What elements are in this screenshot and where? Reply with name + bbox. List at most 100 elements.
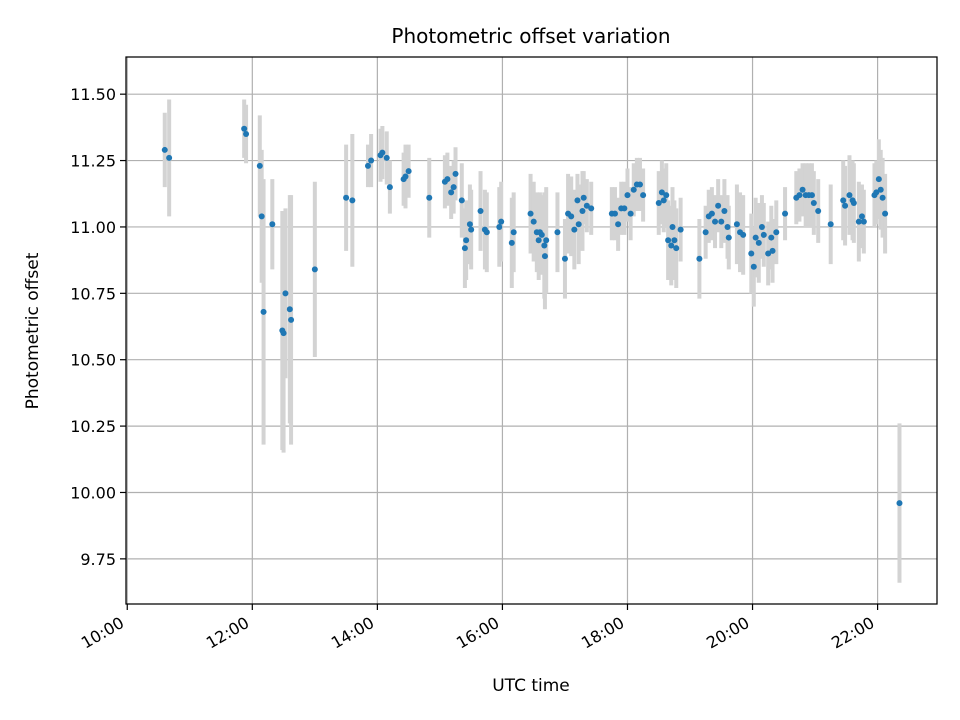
data-point: [733, 221, 740, 228]
data-point: [855, 218, 862, 225]
x-axis-ticks: 10:00 12:00 14:00 16:00 18:00 20:00 22:00: [78, 604, 879, 653]
data-point: [543, 237, 550, 244]
y-tick-label: 11.50: [70, 85, 116, 104]
data-point: [755, 239, 762, 246]
data-point: [815, 208, 822, 215]
x-tick-label: 16:00: [453, 613, 502, 653]
data-point: [580, 194, 587, 201]
y-tick-label: 11.25: [70, 152, 116, 171]
data-point: [444, 176, 451, 183]
data-point: [386, 184, 393, 191]
plot-frame: [125, 56, 938, 605]
data-point: [752, 234, 759, 241]
data-point: [574, 197, 581, 204]
y-axis-title: Photometric offset: [23, 252, 43, 409]
data-point: [483, 229, 490, 236]
data-point: [702, 229, 709, 236]
data-point: [161, 146, 168, 153]
data-point: [660, 197, 667, 204]
data-point: [611, 210, 618, 217]
data-point: [671, 237, 678, 244]
data-point: [535, 237, 542, 244]
data-point: [725, 234, 732, 241]
data-point: [621, 205, 628, 212]
data-point: [568, 213, 575, 220]
data-point: [383, 154, 390, 161]
y-axis-ticks: 9.75 10.00 10.25 10.50 10.75 11.00 11.25 11.50: [70, 85, 126, 569]
y-tick-label: 10.00: [70, 483, 116, 502]
data-point: [461, 245, 468, 252]
data-point: [256, 162, 263, 169]
data-point: [768, 234, 775, 241]
data-point: [554, 229, 561, 236]
data-point: [624, 192, 631, 199]
data-point: [696, 255, 703, 262]
data-point: [579, 208, 586, 215]
data-point: [241, 125, 248, 132]
data-point: [875, 176, 882, 183]
data-point: [402, 173, 409, 180]
data-points: [161, 125, 903, 507]
data-point: [466, 221, 473, 228]
data-point: [677, 226, 684, 233]
data-point: [773, 229, 780, 236]
data-point: [668, 242, 675, 249]
data-point: [721, 208, 728, 215]
error-bars: [162, 99, 902, 583]
data-point: [379, 149, 386, 156]
data-point: [426, 194, 433, 201]
data-point: [663, 192, 670, 199]
data-point: [450, 184, 457, 191]
data-point: [873, 189, 880, 196]
data-point: [498, 218, 505, 225]
data-point: [627, 210, 634, 217]
x-tick-label: 12:00: [203, 613, 252, 653]
data-point: [658, 189, 665, 196]
data-point: [748, 250, 755, 257]
data-point: [343, 194, 350, 201]
data-point: [718, 218, 725, 225]
data-point: [850, 200, 857, 207]
data-point: [842, 202, 849, 209]
data-point: [665, 237, 672, 244]
data-point: [405, 168, 412, 175]
data-point: [615, 221, 622, 228]
data-point: [458, 197, 465, 204]
data-point: [673, 245, 680, 252]
data-point: [508, 239, 515, 246]
x-tick-label: 20:00: [703, 613, 752, 653]
data-point: [588, 205, 595, 212]
data-point: [288, 316, 295, 323]
data-point: [364, 162, 371, 169]
data-point: [571, 226, 578, 233]
data-point: [896, 500, 903, 507]
data-point: [782, 210, 789, 217]
data-point: [760, 231, 767, 238]
data-point: [243, 131, 250, 138]
data-point: [882, 210, 889, 217]
data-point: [286, 306, 293, 313]
data-point: [260, 308, 267, 315]
data-point: [496, 223, 503, 230]
data-point: [858, 213, 865, 220]
data-point: [640, 192, 647, 199]
data-point: [527, 210, 534, 217]
data-point: [477, 208, 484, 215]
y-tick-label: 11.00: [70, 218, 116, 237]
data-point: [712, 218, 719, 225]
x-tick-label: 10:00: [78, 613, 127, 653]
data-point: [282, 290, 289, 297]
data-point: [846, 192, 853, 199]
data-point: [583, 202, 590, 209]
data-point: [708, 210, 715, 217]
data-point: [879, 194, 886, 201]
data-point: [799, 186, 806, 193]
data-point: [630, 186, 637, 193]
x-tick-label: 22:00: [828, 613, 877, 653]
data-point: [740, 231, 747, 238]
data-point: [311, 266, 318, 273]
data-point: [827, 221, 834, 228]
x-tick-label: 14:00: [328, 613, 377, 653]
